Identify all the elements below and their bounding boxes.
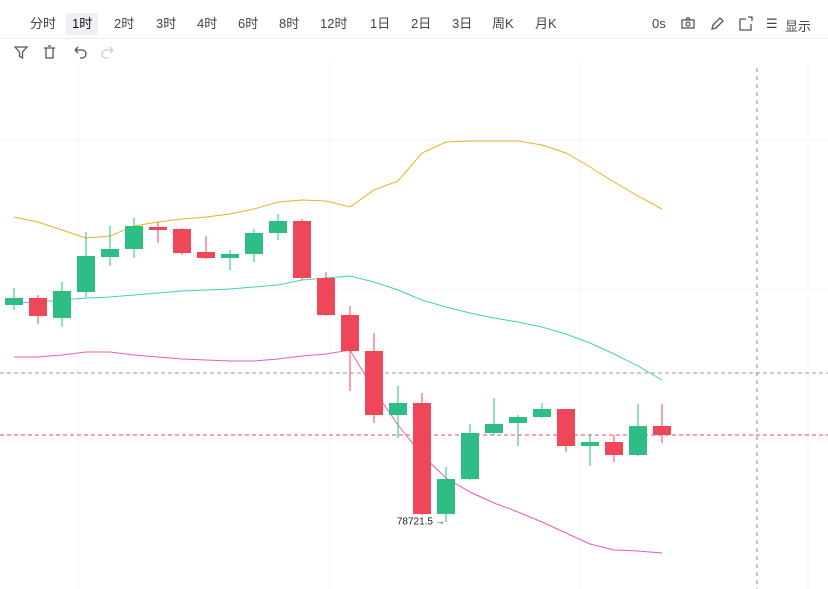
candle-body <box>29 298 47 316</box>
candle-body <box>269 221 287 233</box>
interval-button[interactable]: 8时 <box>279 16 300 31</box>
low-label: 78721.5 <box>397 517 434 528</box>
band-line <box>14 349 663 554</box>
camera-icon[interactable] <box>681 17 695 29</box>
candle-body <box>149 227 167 230</box>
candle-body <box>509 417 527 423</box>
candle-body <box>125 226 143 249</box>
candle-body <box>437 479 455 514</box>
interval-button[interactable]: 4时 <box>197 16 218 31</box>
camera-lens <box>685 21 691 27</box>
candle-body <box>5 298 23 305</box>
interval-button[interactable]: 周K <box>492 16 514 31</box>
candle-body <box>413 403 431 514</box>
delete-icon[interactable] <box>44 45 55 59</box>
undo-icon[interactable] <box>74 46 87 59</box>
candle-body <box>197 252 215 258</box>
pen-icon[interactable] <box>711 17 724 30</box>
expand-icon[interactable] <box>739 16 753 31</box>
candle-body <box>293 221 311 278</box>
candle-body <box>461 433 479 479</box>
interval-button[interactable]: 月K <box>535 16 557 31</box>
interval-button[interactable]: 12时 <box>320 16 348 31</box>
candle-body <box>77 256 95 292</box>
interval-button[interactable]: 2日 <box>411 16 432 31</box>
interval-button[interactable]: 3日 <box>452 16 473 31</box>
interval-button[interactable]: 2时 <box>114 16 135 31</box>
candle-body <box>533 409 551 417</box>
candle-body <box>629 426 647 455</box>
band-line <box>13 275 663 381</box>
candle-body <box>653 426 671 435</box>
redo-icon <box>101 46 114 59</box>
candle-body <box>341 315 359 351</box>
candle-body <box>581 442 599 446</box>
grid <box>0 62 828 589</box>
interval-button[interactable]: 3时 <box>156 16 177 31</box>
interval-button[interactable]: 分时 <box>30 16 57 31</box>
candle-body <box>365 351 383 415</box>
candle-body <box>389 403 407 415</box>
candle-body <box>485 424 503 433</box>
drawing-tools <box>13 16 753 60</box>
candle-body <box>173 229 191 253</box>
candle-body <box>53 291 71 318</box>
filter-icon[interactable] <box>13 46 29 60</box>
candle-body <box>245 233 263 254</box>
display-button[interactable]: 显示 <box>785 19 812 34</box>
candle-body <box>605 442 623 455</box>
band-line <box>13 140 663 239</box>
interval-button[interactable]: 6时 <box>238 16 259 31</box>
toolbar: ☰ 显示 0s 分时 1时 2时 3时 4时 6时 8时 12时 1日 2日 3日 周K 月K <box>0 0 828 39</box>
menu-icon[interactable]: ☰ <box>766 16 778 31</box>
countdown: 0s <box>652 16 666 31</box>
candle-body <box>221 254 239 258</box>
candle-body <box>317 278 335 315</box>
candle-body <box>557 409 575 446</box>
interval-button[interactable]: 1时 <box>66 13 99 35</box>
candle-body <box>101 249 119 257</box>
low-arrow: → <box>435 517 445 528</box>
interval-button[interactable]: 1日 <box>370 16 391 31</box>
